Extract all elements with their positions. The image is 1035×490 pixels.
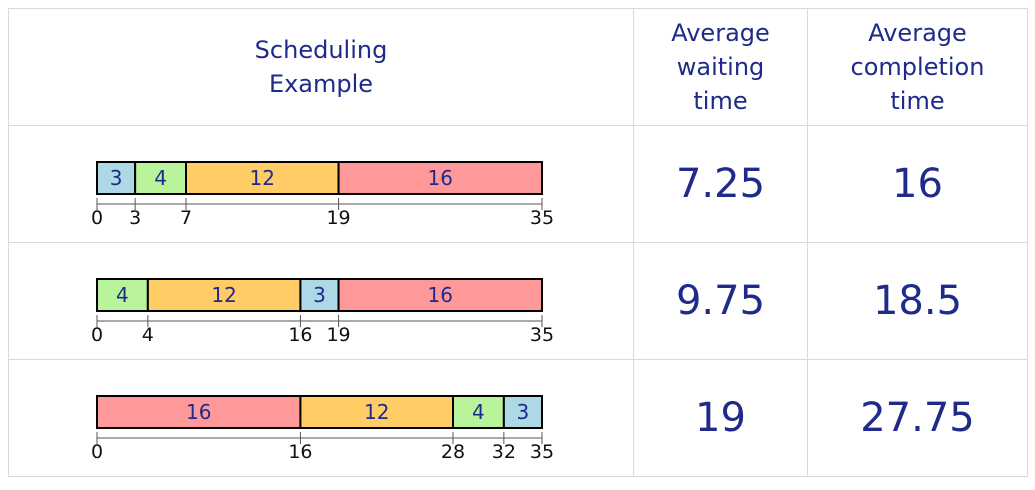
job-block — [337, 278, 543, 312]
tick-label: 19 — [326, 207, 350, 226]
job-label: 16 — [186, 400, 211, 424]
schedule-row: 16 12 4 3 0 16 28 32 35 19 27.75 — [8, 359, 1028, 477]
scheduling-table: Scheduling Example Average waiting time … — [8, 8, 1028, 477]
job-label: 12 — [364, 400, 389, 424]
header-row: Scheduling Example Average waiting time … — [8, 8, 1028, 126]
tick-label: 32 — [492, 441, 516, 460]
job-block — [146, 278, 302, 312]
avg-completion-value: 16 — [807, 125, 1028, 243]
gantt-chart: 16 12 4 3 0 16 28 32 35 — [91, 395, 554, 460]
tick-label: 3 — [129, 207, 141, 226]
gantt-cell: 16 12 4 3 0 16 28 32 35 — [8, 359, 634, 477]
tick-label: 7 — [180, 207, 192, 226]
job-label: 4 — [154, 166, 167, 190]
tick-label: 16 — [288, 324, 312, 343]
avg-waiting-value: 7.25 — [633, 125, 808, 243]
tick-label: 0 — [91, 207, 103, 226]
header-average-waiting-time: Average waiting time — [633, 8, 808, 126]
gantt-cell: 3 4 12 16 0 3 7 19 35 — [8, 125, 634, 243]
tick-label: 0 — [91, 324, 103, 343]
gantt-chart: 4 12 3 160 4 16 19 35 — [91, 278, 554, 343]
job-label: 3 — [110, 166, 123, 190]
header-example-line2: Example — [268, 70, 374, 98]
header-example-line1: Scheduling — [254, 36, 388, 64]
job-block — [502, 395, 544, 429]
header-completion-line2: completion — [850, 53, 985, 81]
avg-waiting-value: 9.75 — [633, 242, 808, 360]
avg-completion-value: 18.5 — [807, 242, 1028, 360]
tick-label: 0 — [91, 441, 103, 460]
header-average-completion-time: Average completion time — [807, 8, 1028, 126]
job-label: 12 — [211, 283, 236, 307]
tick-label: 28 — [441, 441, 465, 460]
header-scheduling-example: Scheduling Example — [8, 8, 634, 126]
tick-label: 35 — [530, 207, 554, 226]
schedule-row: 4 12 3 16 0 4 16 19 35 9.75 18.5 — [8, 242, 1028, 360]
job-label: 3 — [313, 283, 326, 307]
tick-label: 19 — [326, 324, 350, 343]
tick-label: 35 — [530, 324, 554, 343]
job-block — [96, 161, 137, 195]
header-completion-line3: time — [890, 87, 945, 115]
job-label: 3 — [517, 400, 530, 424]
job-block — [185, 161, 340, 195]
job-block — [96, 395, 302, 429]
header-waiting-line3: time — [693, 87, 748, 115]
job-block — [452, 395, 505, 429]
header-completion-line1: Average — [868, 19, 967, 47]
tick-label: 35 — [530, 441, 554, 460]
job-block — [96, 278, 149, 312]
job-block — [134, 161, 187, 195]
schedule-row: 3 4 12 16 0 3 7 19 35 7.25 16 — [8, 125, 1028, 243]
header-waiting-line2: waiting — [676, 53, 765, 81]
job-label: 16 — [428, 166, 453, 190]
tick-label: 16 — [288, 441, 312, 460]
job-label: 12 — [250, 166, 275, 190]
gantt-chart: 3 4 12 160 3 7 19 35 — [91, 161, 554, 226]
avg-completion-value: 27.75 — [807, 359, 1028, 477]
job-label: 4 — [472, 400, 485, 424]
job-label: 4 — [116, 283, 129, 307]
job-block — [299, 395, 454, 429]
avg-waiting-value: 19 — [633, 359, 808, 477]
gantt-cell: 4 12 3 16 0 4 16 19 35 — [8, 242, 634, 360]
header-waiting-line1: Average — [671, 19, 770, 47]
job-label: 16 — [428, 283, 453, 307]
job-block — [337, 161, 543, 195]
tick-label: 4 — [142, 324, 154, 343]
